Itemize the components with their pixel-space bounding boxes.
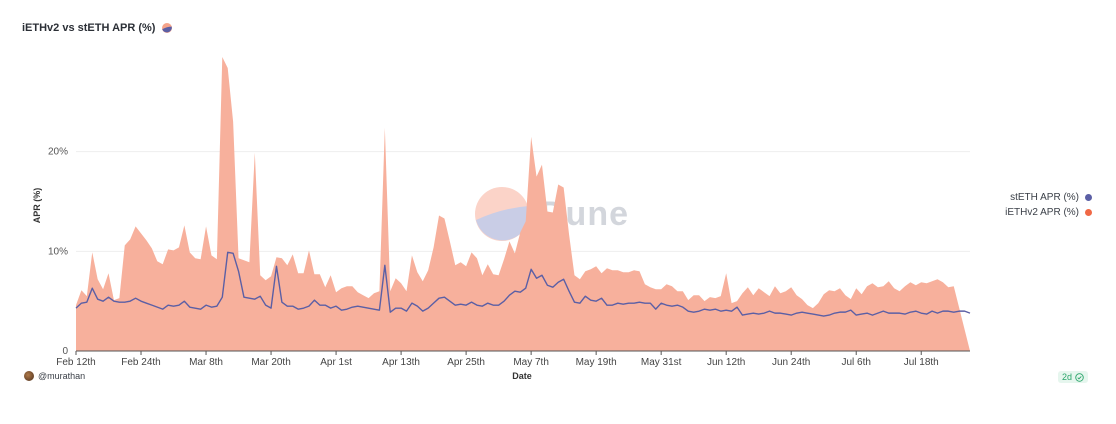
legend-label-iethv2: iETHv2 APR (%) bbox=[1005, 207, 1079, 218]
y-tick-label: 20% bbox=[48, 147, 68, 158]
x-tick-label: Jun 24th bbox=[772, 357, 810, 368]
series-line-steth bbox=[75, 251, 971, 317]
x-tick-label: May 31st bbox=[641, 357, 682, 368]
y-axis-title: APR (%) bbox=[32, 188, 42, 224]
chart-title: iETHv2 vs stETH APR (%) bbox=[22, 22, 156, 34]
legend: stETH APR (%) iETHv2 APR (%) bbox=[1005, 190, 1092, 220]
x-tick-label: Apr 25th bbox=[447, 357, 485, 368]
x-tick-label: Feb 12th bbox=[56, 357, 95, 368]
chart-title-row: iETHv2 vs stETH APR (%) bbox=[22, 22, 173, 34]
x-tick-label: Mar 20th bbox=[251, 357, 290, 368]
x-tick-label: Apr 13th bbox=[382, 357, 420, 368]
freshness-badge[interactable]: 2d bbox=[1057, 371, 1088, 383]
legend-dot-steth bbox=[1085, 194, 1092, 201]
x-tick-label: Jun 12th bbox=[707, 357, 745, 368]
x-tick-label: Jul 18th bbox=[904, 357, 939, 368]
legend-label-steth: stETH APR (%) bbox=[1010, 192, 1079, 203]
legend-dot-iethv2 bbox=[1085, 209, 1092, 216]
legend-item-iethv2[interactable]: iETHv2 APR (%) bbox=[1005, 205, 1092, 220]
check-circle-icon bbox=[1075, 372, 1084, 382]
x-tick-label: May 7th bbox=[513, 357, 549, 368]
x-tick-label: Feb 24th bbox=[121, 357, 160, 368]
y-tick-label: 0 bbox=[62, 346, 68, 357]
avatar-icon bbox=[24, 371, 34, 381]
legend-item-steth[interactable]: stETH APR (%) bbox=[1005, 190, 1092, 205]
x-tick-label: May 19th bbox=[576, 357, 617, 368]
y-tick-label: 10% bbox=[48, 246, 68, 257]
x-axis-title: Date bbox=[512, 371, 532, 381]
author-handle: @murathan bbox=[38, 371, 86, 381]
x-tick-label: Jul 6th bbox=[841, 357, 870, 368]
freshness-label: 2d bbox=[1061, 372, 1072, 382]
x-tick-label: Apr 1st bbox=[320, 357, 352, 368]
dune-logo-icon bbox=[161, 22, 173, 34]
series-area-iethv2 bbox=[76, 56, 970, 351]
author-credit[interactable]: @murathan bbox=[24, 371, 85, 381]
x-tick-label: Mar 8th bbox=[189, 357, 223, 368]
